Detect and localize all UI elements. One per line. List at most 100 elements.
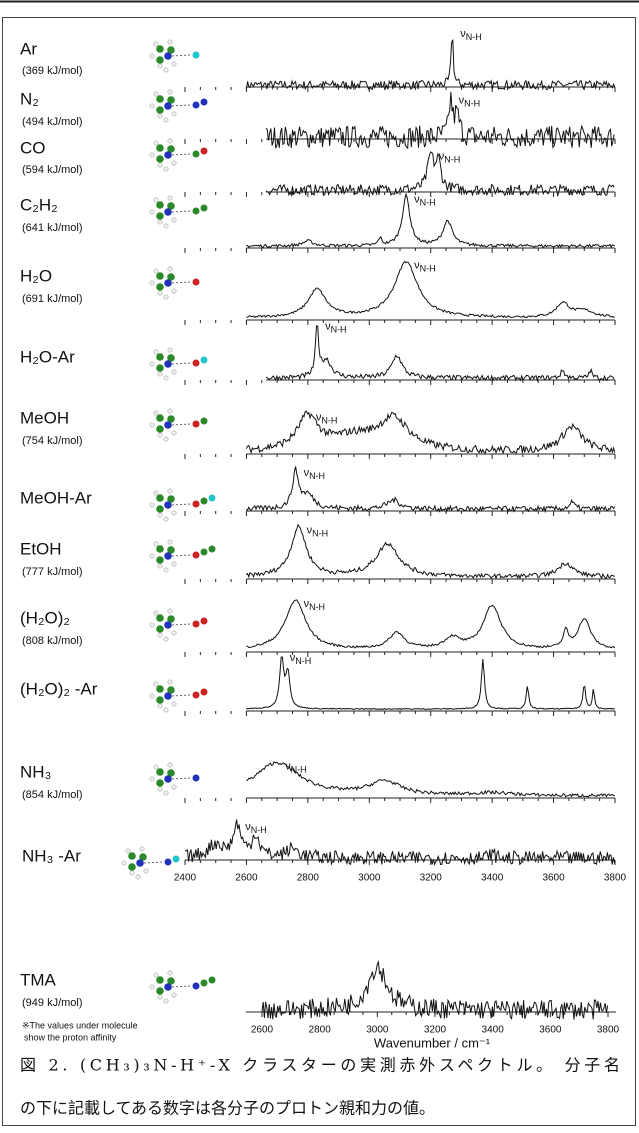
ligand-atom — [200, 98, 208, 106]
atom-h — [163, 636, 169, 642]
molecule-name: H₂O — [20, 266, 52, 285]
spectrum — [245, 410, 616, 455]
atom-h — [167, 408, 173, 414]
atom-h — [163, 998, 169, 1004]
atom-h — [153, 349, 159, 355]
atom-h — [163, 67, 169, 73]
atom-h — [149, 553, 155, 559]
panels: Ar(369 kJ/mol)νN-HN₂(494 kJ/mol)νN-HCO(5… — [20, 28, 627, 1036]
atom-h — [171, 160, 177, 166]
atom-h — [157, 219, 163, 225]
peak-label-sub: N-H — [331, 325, 347, 335]
ligand-atom — [200, 617, 208, 625]
atom-h — [143, 868, 149, 874]
atom-h — [153, 197, 159, 203]
peak-label: νN-H — [325, 320, 347, 334]
peak-label-sub: N-H — [309, 603, 325, 613]
atom-h — [129, 870, 135, 876]
spectrum — [246, 523, 615, 580]
atom-c — [156, 987, 164, 995]
atom-h — [153, 41, 159, 47]
peak-label-symbol: ν — [304, 467, 310, 479]
atom-h — [167, 539, 173, 545]
atom-c — [139, 853, 147, 861]
peak-label-symbol: ν — [290, 652, 296, 664]
peak-label-symbol: ν — [414, 259, 420, 271]
atom-h — [163, 707, 169, 713]
atom-c — [156, 494, 164, 502]
atom-c — [167, 46, 175, 54]
molecule-name: (H₂O)₂ -Ar — [20, 679, 98, 698]
atom-c — [156, 283, 164, 291]
atom-c — [156, 364, 164, 372]
atom-c — [156, 976, 164, 984]
molecule-name: (H₂O)₂ — [20, 608, 70, 627]
atom-c — [156, 545, 164, 553]
peak-label-symbol: ν — [304, 598, 310, 610]
peak-label: νN-H — [459, 94, 481, 108]
ligand-atom — [200, 417, 208, 425]
x-tick-label: 3200 — [420, 873, 443, 884]
peak-label: νN-H — [304, 598, 326, 612]
atom-c — [156, 696, 164, 704]
bond — [171, 554, 191, 557]
atom-h — [171, 61, 177, 67]
molecule-name: Ar — [20, 39, 37, 58]
atom-h — [171, 630, 177, 636]
peak-label-symbol: ν — [325, 320, 331, 332]
atom-c — [167, 686, 175, 694]
atom-h — [167, 970, 173, 976]
ligand-atom — [208, 545, 216, 553]
atom-c — [156, 212, 164, 220]
atom-h — [163, 375, 169, 381]
molecule-name: MeOH — [20, 408, 69, 427]
proton-affinity: (808 kJ/mol) — [22, 635, 83, 647]
atom-h — [149, 53, 155, 59]
ligand-atom — [192, 278, 200, 286]
peak-label-symbol: ν — [459, 94, 465, 106]
atom-n — [164, 52, 172, 60]
x-tick-label: 3800 — [604, 873, 627, 884]
peak-label-symbol: ν — [245, 821, 251, 833]
atom-c — [156, 414, 164, 422]
bond — [171, 210, 191, 213]
atom-h — [149, 622, 155, 628]
bond — [171, 777, 191, 780]
peak-label-sub: N-H — [466, 32, 482, 42]
peak-label: νN-H — [290, 652, 312, 666]
atom-c — [167, 202, 175, 210]
atom-h — [157, 290, 163, 296]
proton-affinity: (691 kJ/mol) — [22, 293, 83, 305]
axis-title: Wavenumber / cm⁻¹ — [374, 1035, 491, 1050]
atom-c — [167, 145, 175, 153]
molecule-name: N₂ — [20, 89, 39, 108]
spectrum — [245, 39, 616, 91]
atom-h — [149, 152, 155, 158]
atom-h — [167, 39, 173, 45]
atom-h — [153, 91, 159, 97]
peak-label-sub: N-H — [444, 155, 460, 165]
atom-c — [167, 273, 175, 281]
molecule-name: C₂H₂ — [20, 195, 58, 214]
molecule-name: MeOH-Ar — [20, 488, 92, 507]
atom-c — [128, 863, 136, 871]
bond — [171, 694, 191, 697]
atom-h — [171, 217, 177, 223]
atom-h — [167, 195, 173, 201]
atom-n — [164, 151, 172, 159]
peak-label-sub: N-H — [251, 825, 267, 835]
atom-h — [149, 361, 155, 367]
footnote: show the proton affinity — [24, 1032, 117, 1042]
atom-h — [167, 138, 173, 144]
atom-h — [171, 561, 177, 567]
bond — [171, 54, 191, 57]
ligand-atom — [192, 691, 200, 699]
bond — [171, 985, 191, 988]
atom-n — [136, 859, 144, 867]
ligand-atom — [208, 494, 216, 502]
atom-h — [171, 510, 177, 516]
bond — [171, 281, 191, 284]
atom-h — [171, 111, 177, 117]
atom-h — [171, 784, 177, 790]
atom-h — [157, 63, 163, 69]
